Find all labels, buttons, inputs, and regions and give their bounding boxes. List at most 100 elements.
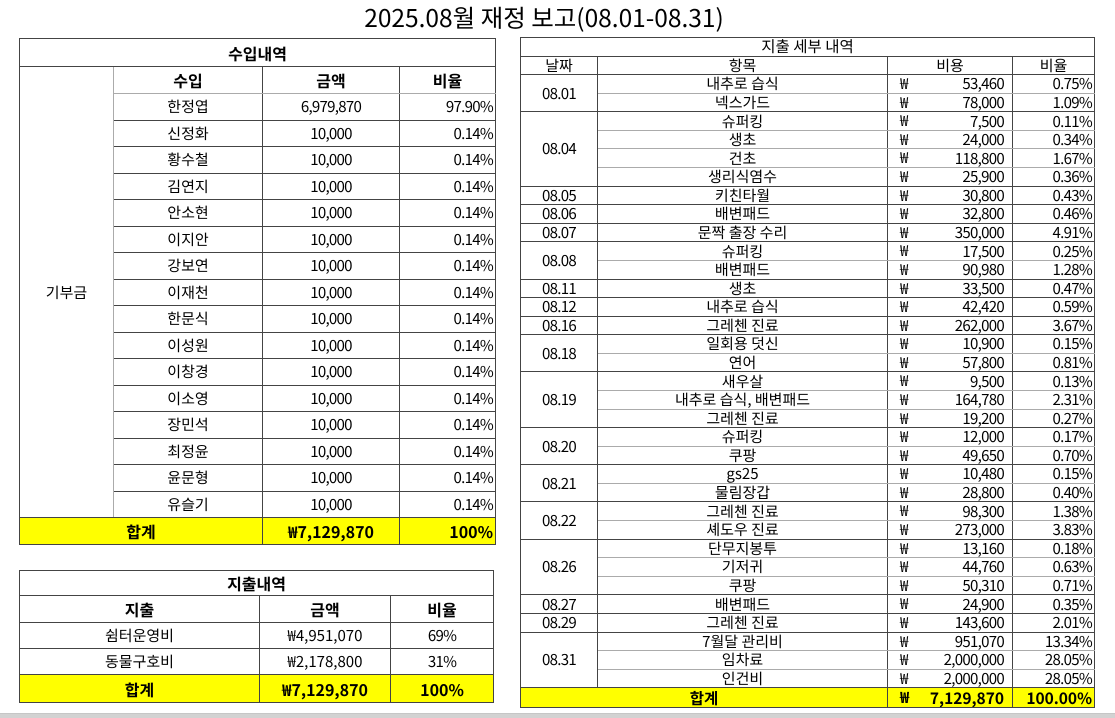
detail-cost-cell: ₩10,480 (887, 464, 1013, 484)
detail-row: 생초 ₩24,000 0.34% (521, 130, 1095, 150)
income-ratio-cell: 0.14% (399, 464, 496, 492)
detail-cost-cell: ₩13,160 (887, 539, 1013, 559)
detail-ratio-cell: 1.28% (1012, 260, 1095, 280)
detail-item-cell: 배변패드 (597, 260, 888, 280)
detail-cost-value: 17,500 (962, 241, 1004, 261)
won-sign: ₩ (900, 223, 909, 242)
detail-item-cell: 단무지봉투 (597, 539, 888, 559)
income-total-amount: ₩7,129,870 (262, 517, 400, 545)
detail-item-cell: 기저귀 (597, 557, 888, 577)
income-ratio-cell: 0.14% (399, 411, 496, 439)
detail-row: 08.08 슈퍼킹 ₩17,500 0.25% (520, 241, 1095, 280)
income-name-cell: 이성원 (113, 332, 263, 359)
detail-item-cell: 물림장갑 (597, 483, 888, 503)
detail-item-cell: 슈퍼킹 (597, 427, 888, 447)
detail-row: 기저귀 ₩44,760 0.63% (521, 557, 1095, 577)
detail-item-cell: 그레첸 진료 (597, 316, 888, 336)
detail-item-cell: 그레첸 진료 (597, 613, 888, 633)
income-row: 유슬기 10,000 0.14% (20, 491, 496, 518)
detail-row: 08.16 그레첸 진료 ₩262,000 3.67% (520, 316, 1095, 336)
detail-date-cell: 08.27 (520, 594, 598, 614)
detail-ratio-cell: 13.34% (1012, 632, 1095, 652)
detail-cost-value: 28,800 (962, 483, 1004, 502)
won-sign: ₩ (900, 93, 909, 112)
detail-row: 08.06 배변패드 ₩32,800 0.46% (520, 204, 1095, 224)
income-amount-cell: 10,000 (262, 226, 400, 253)
detail-item-cell: 건초 (597, 148, 888, 169)
income-name-cell: 이지안 (113, 226, 263, 253)
won-sign: ₩ (900, 669, 909, 688)
income-table-header-row: 기부금 수입 금액 비율 (19, 66, 496, 518)
detail-cost-value: 44,760 (962, 557, 1004, 577)
detail-cost-value: 53,460 (962, 74, 1004, 94)
detail-row: 08.20 슈퍼킹 ₩12,000 0.17% (520, 427, 1095, 466)
income-header-ratio: 비율 (399, 66, 496, 94)
expense-total-ratio: 100% (390, 674, 494, 703)
detail-ratio-cell: 28.05% (1012, 669, 1095, 689)
detail-date-cell: 08.06 (520, 204, 598, 224)
detail-total-label: 합계 (520, 687, 888, 708)
detail-date-cell: 08.20 (520, 427, 598, 466)
detail-ratio-cell: 0.11% (1012, 111, 1095, 131)
detail-cost-value: 25,900 (962, 167, 1004, 187)
detail-date-cell: 08.16 (520, 316, 598, 336)
won-sign: ₩ (900, 501, 909, 521)
income-amount-cell: 10,000 (262, 146, 400, 174)
won-sign: ₩ (900, 297, 909, 317)
detail-cost-cell: ₩44,760 (887, 557, 1013, 577)
won-sign: ₩ (900, 409, 909, 428)
detail-ratio-cell: 0.46% (1012, 204, 1095, 224)
detail-item-cell: 문짝 출장 수리 (597, 223, 888, 243)
detail-cost-cell: ₩25,900 (887, 167, 1013, 187)
detail-cost-cell: ₩24,900 (887, 594, 1013, 614)
expense-total-row: 합계 ₩7,129,870 100% (19, 674, 494, 703)
detail-total-cost-cell: ₩7,129,870 (887, 687, 1013, 708)
detail-date-cell: 08.18 (520, 334, 598, 373)
detail-total-amount: 7,129,870 (929, 687, 1004, 708)
detail-cost-cell: ₩33,500 (887, 279, 1013, 299)
detail-item-cell: 연어 (597, 353, 888, 373)
detail-item-cell: 생리식염수 (597, 167, 888, 187)
won-sign: ₩ (900, 390, 909, 410)
detail-ratio-cell: 0.63% (1012, 557, 1095, 577)
detail-row: 생리식염수 ₩25,900 0.36% (521, 167, 1095, 187)
detail-ratio-cell: 1.38% (1012, 501, 1095, 522)
detail-cost-value: 30,800 (962, 186, 1004, 205)
detail-row: 내추로 습식, 배변패드 ₩164,780 2.31% (521, 390, 1095, 410)
income-amount-cell: 10,000 (262, 358, 400, 386)
detail-cost-value: 42,420 (962, 297, 1004, 317)
income-name-cell: 김연지 (113, 173, 263, 200)
income-amount-cell: 10,000 (262, 199, 400, 227)
detail-item-cell: 임차료 (597, 650, 888, 670)
detail-cost-value: 164,780 (954, 390, 1005, 410)
detail-ratio-cell: 28.05% (1012, 650, 1095, 670)
expense-header-ratio: 비율 (390, 595, 494, 623)
detail-date-cell: 08.01 (520, 74, 598, 113)
detail-row: 08.07 문짝 출장 수리 ₩350,000 4.91% (520, 223, 1095, 243)
detail-item-cell: 내추로 습식 (597, 74, 888, 94)
detail-item-cell: 생초 (597, 279, 888, 299)
income-ratio-cell: 0.14% (399, 491, 496, 518)
detail-header-date: 날짜 (520, 56, 598, 76)
detail-ratio-cell: 0.36% (1012, 167, 1095, 187)
income-amount-cell: 6,979,870 (262, 93, 400, 121)
detail-date-cell: 08.26 (520, 539, 598, 596)
detail-row: 08.18 일회용 덧신 ₩10,900 0.15% (520, 334, 1095, 373)
income-name-cell: 장민석 (113, 411, 263, 439)
detail-item-cell: 셰도우 진료 (597, 520, 888, 540)
income-ratio-cell: 0.14% (399, 199, 496, 227)
detail-row: 배변패드 ₩90,980 1.28% (521, 260, 1095, 280)
detail-header-item: 항목 (597, 56, 888, 76)
detail-row: 08.11 생초 ₩33,500 0.47% (520, 279, 1095, 299)
won-sign: ₩ (900, 446, 909, 465)
income-ratio-cell: 0.14% (399, 279, 496, 306)
expense-table: 지출내역 지출 금액 비율 쉼터운영비 ₩4,951,070 69% 동물구호비 ₩2… (19, 570, 495, 703)
income-ratio-cell: 0.14% (399, 120, 496, 147)
detail-item-cell: 새우살 (597, 371, 888, 391)
detail-row: 08.26 단무지봉투 ₩13,160 0.18% (520, 539, 1095, 596)
expense-header-name: 지출 (19, 595, 260, 623)
detail-total-row: 합계 ₩7,129,870 100.00% (520, 687, 1095, 708)
income-ratio-cell: 0.14% (399, 358, 496, 386)
income-total-row: 합계 ₩7,129,870 100% (19, 517, 496, 545)
expense-name-cell: 동물구호비 (19, 648, 260, 675)
